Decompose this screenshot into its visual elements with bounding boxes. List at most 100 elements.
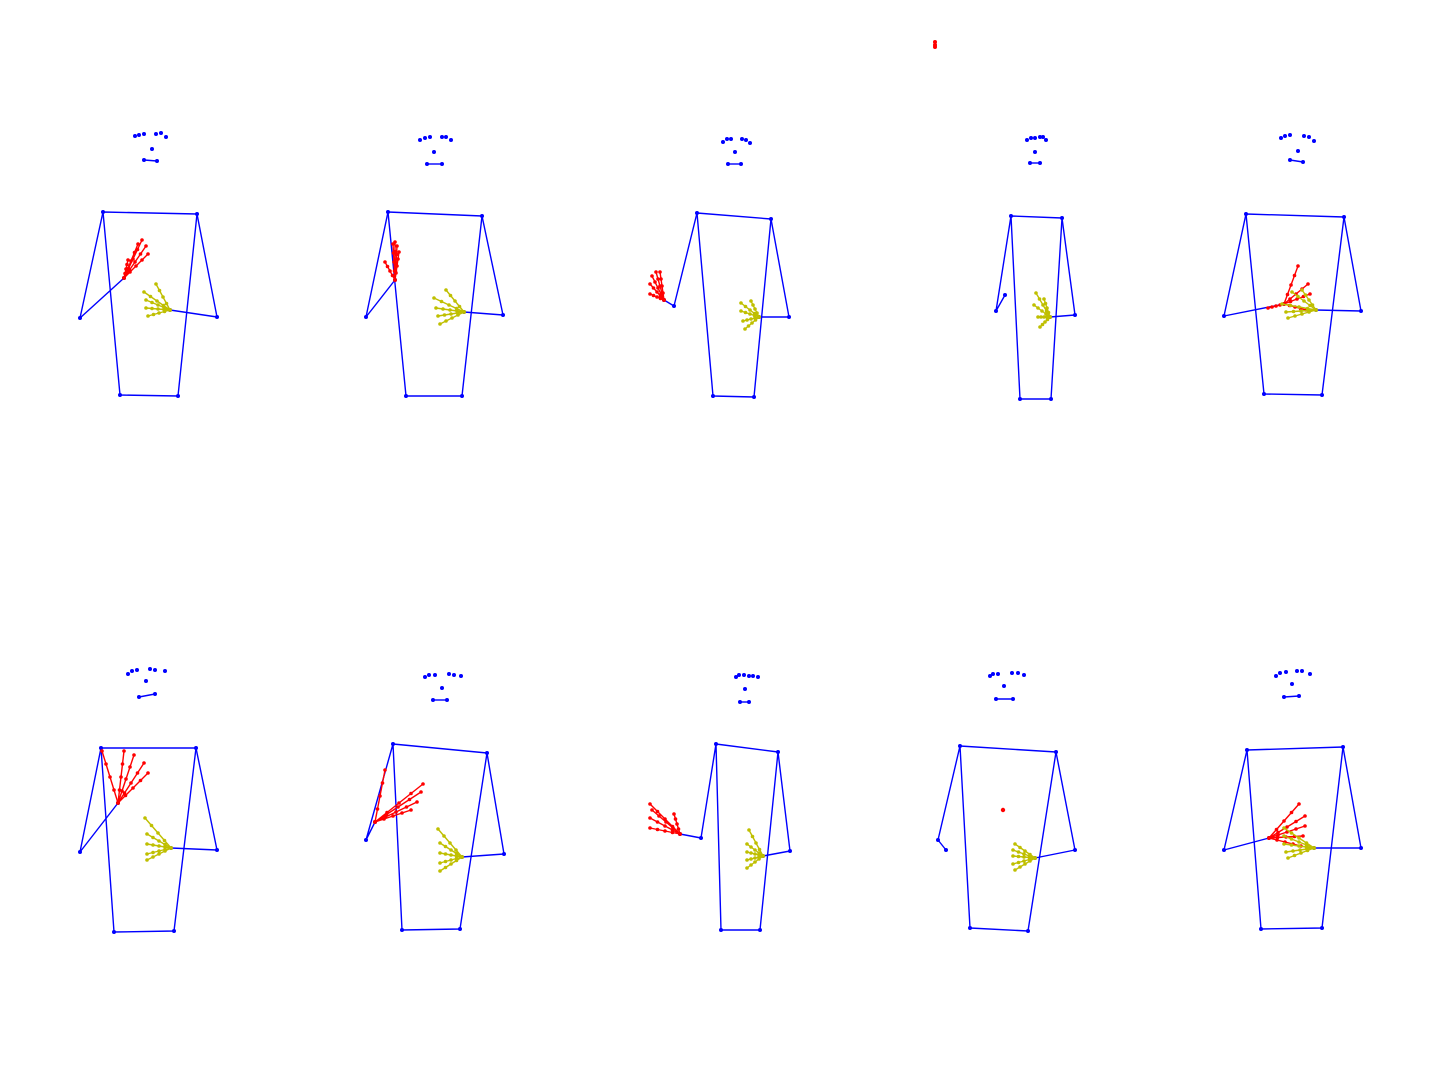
- left-hand-joint: [1038, 325, 1042, 329]
- right-hand-joint: [112, 788, 116, 792]
- torso-joint: [112, 930, 116, 934]
- left-hand-joint: [1036, 306, 1040, 310]
- left-hand-joint: [1043, 320, 1047, 324]
- left-hand-joint: [1289, 843, 1294, 847]
- left-hand-joint: [1028, 859, 1032, 863]
- right-hand-joint: [396, 257, 400, 261]
- eyebrow-point: [991, 672, 995, 676]
- pose-panel-p5: [1222, 133, 1363, 397]
- eyebrow-point: [748, 141, 752, 145]
- torso-joint: [1320, 393, 1324, 397]
- right-hand-joint: [1292, 273, 1297, 278]
- left-hand-joint: [753, 307, 757, 311]
- mouth-point: [1028, 161, 1032, 165]
- eyebrow-point: [164, 135, 168, 139]
- right-hand-joint: [648, 826, 652, 830]
- right-hand-joint: [655, 827, 660, 832]
- eyebrow-point: [1033, 136, 1037, 140]
- right-hand-joint: [135, 247, 140, 252]
- left-hand-joint: [1023, 862, 1027, 866]
- mouth-point: [137, 695, 141, 699]
- eyebrow-point: [1295, 669, 1299, 673]
- right-hand-joint: [656, 277, 660, 281]
- left-hand-joint: [154, 282, 158, 286]
- torso-joint: [968, 926, 972, 930]
- left-hand-joint: [1011, 862, 1015, 866]
- eyebrow-point: [1300, 669, 1304, 673]
- left-hand-joint: [443, 865, 448, 870]
- right-hand-joint: [146, 252, 150, 256]
- right-hand-joint: [128, 765, 132, 769]
- right-hand-joint: [138, 778, 143, 783]
- left-hand-wrist: [1312, 846, 1316, 850]
- right-hand-joint: [142, 761, 146, 765]
- right-hand-joint: [400, 811, 404, 815]
- left-hand-joint: [1298, 848, 1302, 852]
- eyebrow-point: [996, 672, 1000, 676]
- left-hand-joint: [745, 842, 749, 846]
- left-hand-joint: [143, 816, 147, 820]
- elbow-joint: [936, 838, 940, 842]
- torso-joint: [460, 394, 464, 398]
- left-hand-joint: [164, 301, 169, 306]
- eyebrow-point: [756, 675, 760, 679]
- left-hand-joint: [157, 839, 161, 843]
- left-hand-joint: [162, 838, 167, 843]
- eyebrow-point: [988, 674, 992, 678]
- eyebrow-point: [1308, 672, 1312, 676]
- right-hand-wrist: [122, 276, 126, 280]
- eyebrow-point: [1307, 135, 1311, 139]
- elbow-joint: [78, 316, 82, 320]
- eyebrow-point: [725, 137, 729, 141]
- left-hand-joint: [741, 319, 745, 323]
- left-hand-joint: [1291, 309, 1296, 314]
- right-hand-joint: [670, 828, 675, 832]
- right-hand-wrist: [393, 278, 397, 282]
- left-hand-joint: [448, 841, 452, 845]
- right-hand-joint: [1276, 830, 1280, 835]
- eyebrow-point: [1022, 673, 1026, 677]
- eyebrow-point: [133, 134, 137, 138]
- left-hand-joint: [1016, 860, 1021, 865]
- elbow-joint: [1222, 848, 1226, 852]
- left-hand-joint: [1022, 852, 1026, 856]
- right-hand-joint: [661, 291, 665, 295]
- nose-point: [432, 150, 436, 154]
- torso-joint: [176, 394, 180, 398]
- torso-joint: [1026, 929, 1030, 933]
- left-hand-joint: [163, 849, 167, 853]
- elbow-joint: [502, 852, 506, 856]
- eyebrow-point: [135, 668, 139, 672]
- nose-point: [1290, 682, 1294, 686]
- torso-joint: [172, 929, 176, 933]
- elbow-joint: [501, 313, 505, 317]
- right-hand-joint: [131, 786, 135, 790]
- left-hand-joint: [739, 309, 743, 313]
- elbow-joint: [78, 850, 82, 854]
- eyebrow-point: [734, 675, 738, 679]
- right-hand-joint: [394, 810, 398, 814]
- right-hand-joint: [375, 807, 380, 811]
- right-hand-joint: [126, 258, 130, 262]
- right-hand-joint: [1296, 264, 1300, 268]
- right-hand-joint: [391, 814, 395, 818]
- pose-panel-p6: [78, 667, 219, 934]
- right-hand-joint: [409, 791, 413, 796]
- right-hand-joint: [385, 264, 390, 269]
- pose-panel-p9: [936, 671, 1077, 933]
- stray-hand-point: [933, 45, 937, 49]
- right-hand-wrist: [373, 820, 377, 824]
- left-hand-joint: [745, 850, 749, 854]
- left-hand-joint: [157, 844, 161, 848]
- left-hand-joint: [1292, 853, 1297, 858]
- elbow-joint: [788, 849, 792, 853]
- torso-joint: [1018, 397, 1022, 401]
- left-hand-joint: [1046, 310, 1051, 315]
- right-hand-joint: [664, 820, 668, 824]
- right-hand-joint: [125, 262, 129, 267]
- left-hand-joint: [151, 843, 155, 847]
- left-hand-joint: [753, 848, 757, 852]
- left-hand-joint: [1011, 848, 1015, 852]
- elbow-joint: [699, 836, 703, 840]
